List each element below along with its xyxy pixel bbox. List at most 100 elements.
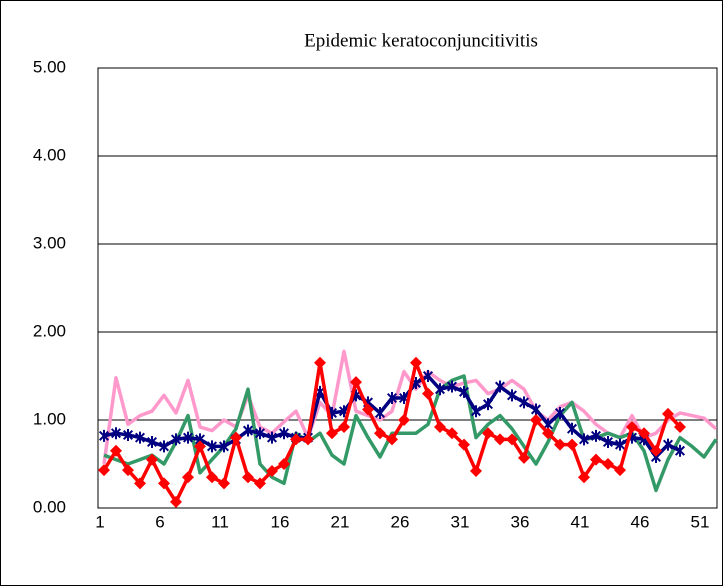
asterisk-marker xyxy=(662,438,674,451)
diamond-marker xyxy=(206,471,218,484)
diamond-marker xyxy=(326,427,338,440)
x-tick-label: 21 xyxy=(331,512,350,531)
x-tick-label: 51 xyxy=(691,512,710,531)
diamond-marker xyxy=(602,458,614,470)
diamond-marker xyxy=(434,421,446,434)
diamond-marker xyxy=(638,427,650,440)
diamond-marker xyxy=(386,433,398,446)
asterisk-marker xyxy=(590,429,602,442)
asterisk-marker xyxy=(494,380,506,393)
diamond-marker xyxy=(278,458,290,470)
y-tick-label: 3.00 xyxy=(33,233,66,252)
y-tick-label: 1.00 xyxy=(33,409,66,428)
asterisk-marker xyxy=(422,370,434,382)
diamond-marker xyxy=(374,427,386,440)
asterisk-marker xyxy=(602,436,614,448)
diamond-marker xyxy=(590,453,602,466)
asterisk-marker xyxy=(242,424,254,437)
asterisk-marker xyxy=(110,427,122,440)
asterisk-marker xyxy=(374,406,386,419)
diamond-marker xyxy=(410,356,422,369)
x-tick-label: 11 xyxy=(211,512,229,531)
diamond-marker xyxy=(398,414,410,426)
diamond-marker xyxy=(314,356,326,369)
asterisk-marker xyxy=(266,431,278,444)
asterisk-marker xyxy=(518,396,530,409)
x-tick-label: 16 xyxy=(271,512,290,531)
diamond-marker xyxy=(110,444,122,457)
diamond-marker xyxy=(530,414,542,426)
diamond-marker xyxy=(146,453,158,466)
x-tick-label: 6 xyxy=(155,512,164,531)
asterisk-marker xyxy=(482,398,494,411)
diamond-marker xyxy=(230,431,242,444)
asterisk-marker xyxy=(530,403,542,416)
asterisk-marker xyxy=(146,436,158,448)
y-tick-label: 0.00 xyxy=(33,497,66,516)
diamond-marker xyxy=(506,433,518,446)
x-tick-label: 1 xyxy=(95,512,104,531)
diamond-marker xyxy=(554,438,566,451)
diamond-marker xyxy=(518,451,530,464)
diamond-marker xyxy=(566,438,578,451)
asterisk-marker xyxy=(182,431,194,444)
diamond-marker xyxy=(542,427,554,440)
diamond-marker xyxy=(650,444,662,457)
diamond-marker xyxy=(134,477,146,490)
diamond-marker xyxy=(98,464,110,477)
x-tick-label: 31 xyxy=(451,512,470,531)
asterisk-marker xyxy=(446,380,458,393)
diamond-marker xyxy=(614,464,626,477)
asterisk-marker xyxy=(134,431,146,444)
y-tick-label: 2.00 xyxy=(33,321,66,340)
asterisk-marker xyxy=(122,428,134,441)
x-tick-label: 26 xyxy=(391,512,410,531)
diamond-marker xyxy=(458,438,470,451)
diamond-marker xyxy=(362,403,374,416)
asterisk-marker xyxy=(98,429,110,442)
diamond-marker xyxy=(626,421,638,434)
y-tick-label: 5.00 xyxy=(33,57,66,76)
diamond-marker xyxy=(674,421,686,434)
diamond-marker xyxy=(182,471,194,484)
diamond-marker xyxy=(446,427,458,440)
x-tick-label: 36 xyxy=(511,512,530,531)
diamond-marker xyxy=(482,427,494,440)
asterisk-marker xyxy=(578,433,590,446)
asterisk-marker xyxy=(506,389,518,402)
asterisk-marker xyxy=(614,438,626,451)
y-tick-label: 4.00 xyxy=(33,145,66,164)
diamond-marker xyxy=(158,477,170,490)
diamond-marker xyxy=(242,471,254,484)
asterisk-marker xyxy=(218,440,230,453)
asterisk-marker xyxy=(554,406,566,419)
diamond-marker xyxy=(578,471,590,484)
asterisk-marker xyxy=(206,440,218,453)
diamond-marker xyxy=(254,477,266,490)
diamond-marker xyxy=(494,433,506,446)
diamond-marker xyxy=(338,421,350,434)
asterisk-marker xyxy=(386,392,398,404)
diamond-marker xyxy=(662,407,674,420)
chart-title: Epidemic keratoconjuncitivitis xyxy=(304,30,538,51)
diamond-marker xyxy=(122,464,134,477)
diamond-marker xyxy=(302,433,314,446)
diamond-marker xyxy=(470,465,482,478)
x-tick-label: 46 xyxy=(631,512,650,531)
diamond-marker xyxy=(170,495,182,508)
diamond-marker xyxy=(422,387,434,400)
asterisk-marker xyxy=(470,405,482,418)
x-tick-label: 41 xyxy=(571,512,590,531)
asterisk-marker xyxy=(158,440,170,453)
asterisk-marker xyxy=(458,385,470,398)
asterisk-marker xyxy=(278,427,290,440)
asterisk-marker xyxy=(674,444,686,457)
asterisk-marker xyxy=(566,422,578,435)
asterisk-marker xyxy=(170,433,182,446)
diamond-marker xyxy=(350,376,362,389)
diamond-marker xyxy=(218,477,230,490)
asterisk-marker xyxy=(254,427,266,440)
diamond-marker xyxy=(266,465,278,478)
